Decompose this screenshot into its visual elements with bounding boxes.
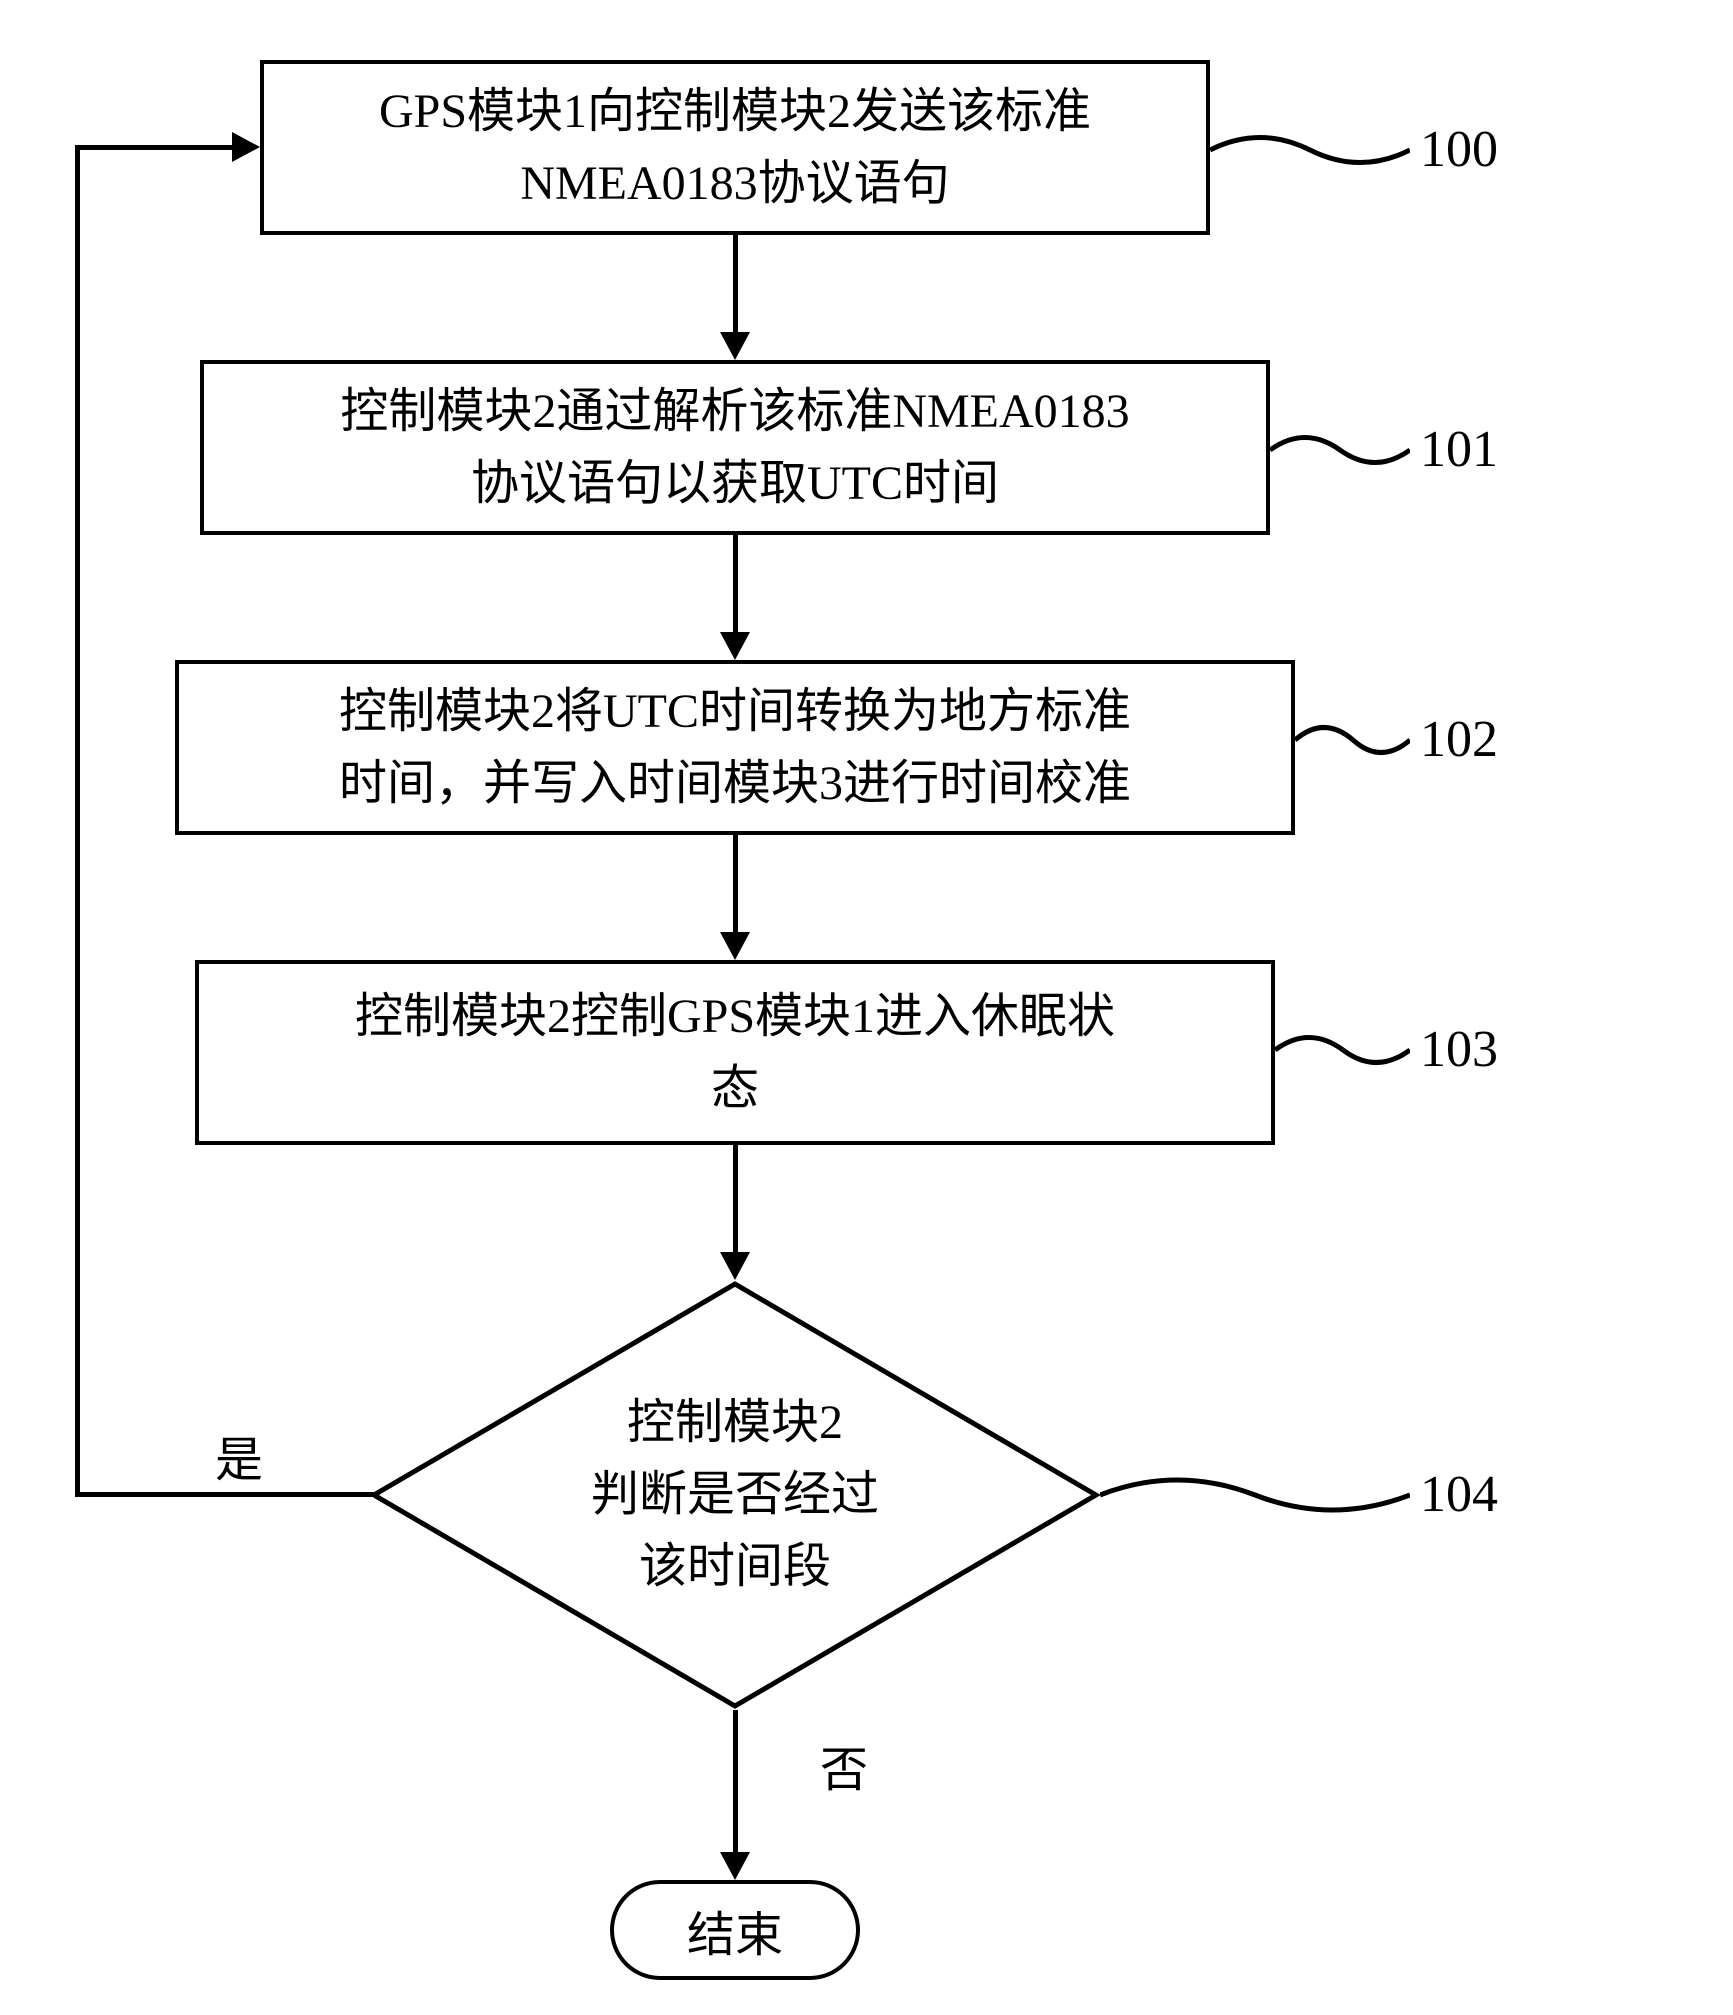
- end-text: 结束: [687, 1895, 783, 1965]
- step-label-101: 101: [1420, 420, 1498, 479]
- arrow-line-5: [733, 1710, 738, 1855]
- step-label-100: 100: [1420, 120, 1498, 179]
- wavy-connector-100: [1210, 130, 1410, 180]
- feedback-line-h2: [75, 145, 235, 150]
- process-step-103: 控制模块2控制GPS模块1进入休眠状态: [195, 960, 1275, 1145]
- yes-label: 是: [215, 1420, 263, 1490]
- no-label: 否: [820, 1730, 868, 1800]
- feedback-line-v: [75, 145, 80, 1497]
- step-label-102: 102: [1420, 710, 1498, 769]
- arrow-line-3: [733, 835, 738, 935]
- step-label-103: 103: [1420, 1020, 1498, 1079]
- flowchart-container: GPS模块1向控制模块2发送该标准NMEA0183协议语句 100 控制模块2通…: [0, 0, 1733, 2015]
- process-step-102: 控制模块2将UTC时间转换为地方标准时间，并写入时间模块3进行时间校准: [175, 660, 1295, 835]
- terminator-end: 结束: [610, 1880, 860, 1980]
- arrow-head-2: [720, 632, 750, 660]
- wavy-connector-102: [1295, 720, 1410, 770]
- step-102-text: 控制模块2将UTC时间转换为地方标准时间，并写入时间模块3进行时间校准: [339, 676, 1131, 820]
- step-100-text: GPS模块1向控制模块2发送该标准NMEA0183协议语句: [379, 76, 1091, 220]
- step-103-text: 控制模块2控制GPS模块1进入休眠状态: [355, 981, 1115, 1125]
- arrow-head-4: [720, 1252, 750, 1280]
- arrow-line-4: [733, 1145, 738, 1255]
- process-step-100: GPS模块1向控制模块2发送该标准NMEA0183协议语句: [260, 60, 1210, 235]
- arrow-head-1: [720, 332, 750, 360]
- arrow-line-2: [733, 535, 738, 635]
- wavy-connector-101: [1270, 430, 1410, 480]
- feedback-line-h1: [75, 1492, 375, 1497]
- step-101-text: 控制模块2通过解析该标准NMEA0183协议语句以获取UTC时间: [340, 376, 1129, 520]
- wavy-connector-104: [1100, 1475, 1410, 1525]
- arrow-line-1: [733, 235, 738, 335]
- arrow-head-3: [720, 932, 750, 960]
- arrow-head-5: [720, 1852, 750, 1880]
- wavy-connector-103: [1275, 1030, 1410, 1080]
- feedback-arrow-head: [232, 132, 260, 162]
- decision-text-104: 控制模块2判断是否经过该时间段: [370, 1280, 1100, 1710]
- process-step-101: 控制模块2通过解析该标准NMEA0183协议语句以获取UTC时间: [200, 360, 1270, 535]
- step-label-104: 104: [1420, 1465, 1498, 1524]
